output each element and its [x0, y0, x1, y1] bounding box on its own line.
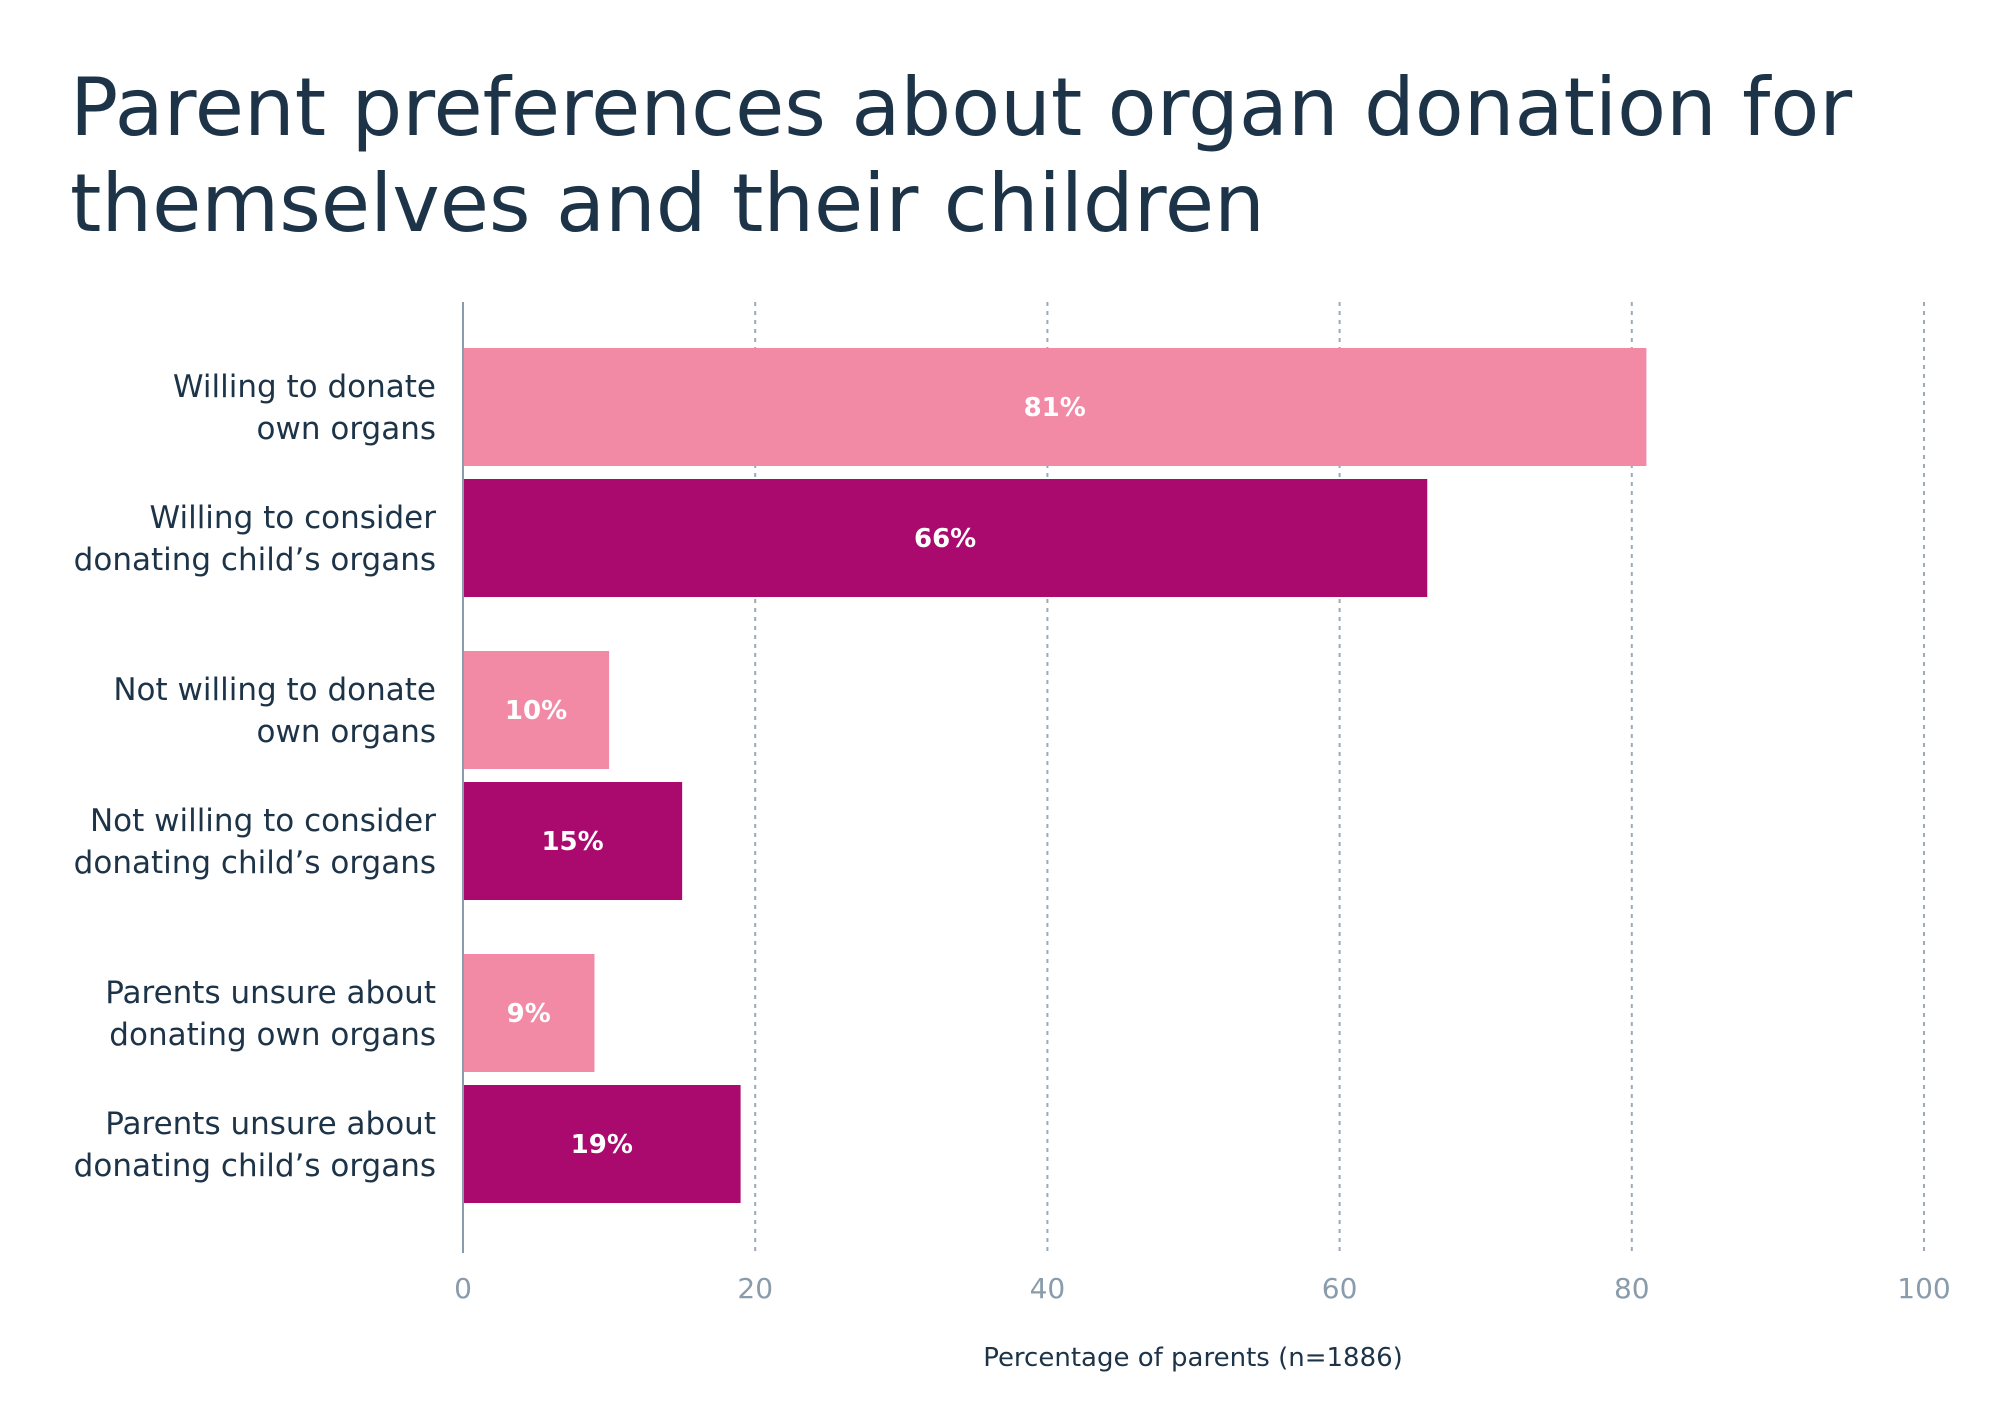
bar-value-label: 19% [571, 1130, 633, 1160]
category-label: own organs [257, 411, 436, 447]
category-label: Not willing to donate [113, 672, 436, 708]
bar [463, 1085, 741, 1203]
bar [463, 782, 683, 900]
gridlines [754, 302, 1925, 1253]
tick-label: 100 [1897, 1272, 1950, 1305]
category-label: donating own organs [109, 1017, 436, 1053]
tick-label: 40 [1030, 1272, 1066, 1305]
tick-label: 60 [1322, 1272, 1358, 1305]
bar [463, 479, 1428, 597]
category-labels: Willing to donate own organs Willing to co… [74, 369, 437, 1184]
tick-label: 0 [454, 1272, 472, 1305]
x-axis-title: Percentage of parents (n=1886) [983, 1343, 1403, 1373]
category-label: donating child’s organs [74, 1148, 436, 1184]
bar-value-label: 9% [507, 999, 551, 1029]
category-label: own organs [257, 714, 436, 750]
category-label: Willing to donate [173, 369, 436, 405]
tick-label: 80 [1614, 1272, 1650, 1305]
bar-value-label: 10% [505, 696, 567, 726]
bar-value-label: 15% [541, 827, 603, 857]
chart-title: Parent preferences about organ donation … [70, 61, 1853, 250]
bars: 81% 66% 10% 15% 9% 19% [463, 348, 1647, 1203]
category-label: Parents unsure about [105, 1106, 436, 1142]
category-label: donating child’s organs [74, 845, 436, 881]
x-axis-ticks: 0 20 40 60 80 100 [454, 1272, 1951, 1305]
bar [463, 348, 1647, 466]
bar [463, 954, 595, 1072]
bar-value-label: 66% [914, 524, 976, 554]
category-label: donating child’s organs [74, 542, 436, 578]
category-label: Parents unsure about [105, 975, 436, 1011]
bar-value-label: 81% [1024, 393, 1086, 423]
bar [463, 651, 610, 769]
category-label: Not willing to consider [90, 803, 436, 839]
tick-label: 20 [737, 1272, 773, 1305]
category-label: Willing to consider [150, 500, 437, 536]
